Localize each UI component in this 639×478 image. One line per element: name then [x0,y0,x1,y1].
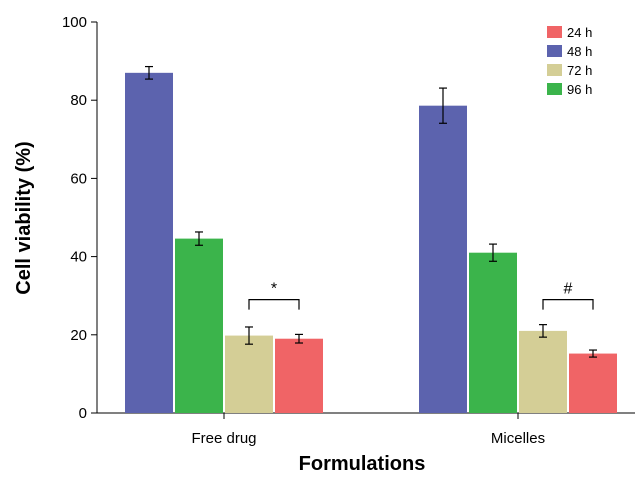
legend: 24 h 48 h 72 h 96 h [547,25,592,97]
bar-48h-free-drug [125,72,173,413]
y-tick-label: 40 [70,249,87,266]
legend-swatch [547,26,562,38]
significance-bracket [248,299,300,310]
significance-annotations: * # [248,281,594,310]
legend-label: 24 h [567,25,592,40]
x-axis: Free drug Micelles [97,412,635,447]
x-tick-label: Micelles [491,430,545,447]
bar-24h-micelles [569,353,617,413]
legend-swatch [547,45,562,57]
y-axis-title: Cell viability (%) [13,141,35,294]
legend-swatch [547,83,562,95]
significance-marker: * [271,281,277,298]
significance-bracket [542,299,594,310]
y-tick-label: 0 [79,405,87,422]
y-tick-label: 20 [70,327,87,344]
significance-marker: # [564,281,573,298]
error-bars [145,65,597,358]
y-tick-label: 100 [62,14,87,31]
bars [125,72,617,413]
y-tick-label: 60 [70,170,87,187]
bar-96h-free-drug [175,238,223,413]
bar-72h-micelles [519,330,567,413]
x-axis-title: Formulations [299,453,426,475]
legend-swatch [547,64,562,76]
bar-24h-free-drug [275,338,323,413]
legend-label: 48 h [567,44,592,59]
y-tick-label: 80 [70,92,87,109]
x-tick-label: Free drug [191,430,256,447]
bar-48h-micelles [419,105,467,413]
y-axis: 0 20 40 60 80 100 [62,14,98,422]
legend-label: 96 h [567,82,592,97]
bar-72h-free-drug [225,335,273,413]
legend-label: 72 h [567,63,592,78]
bar-96h-micelles [469,252,517,413]
